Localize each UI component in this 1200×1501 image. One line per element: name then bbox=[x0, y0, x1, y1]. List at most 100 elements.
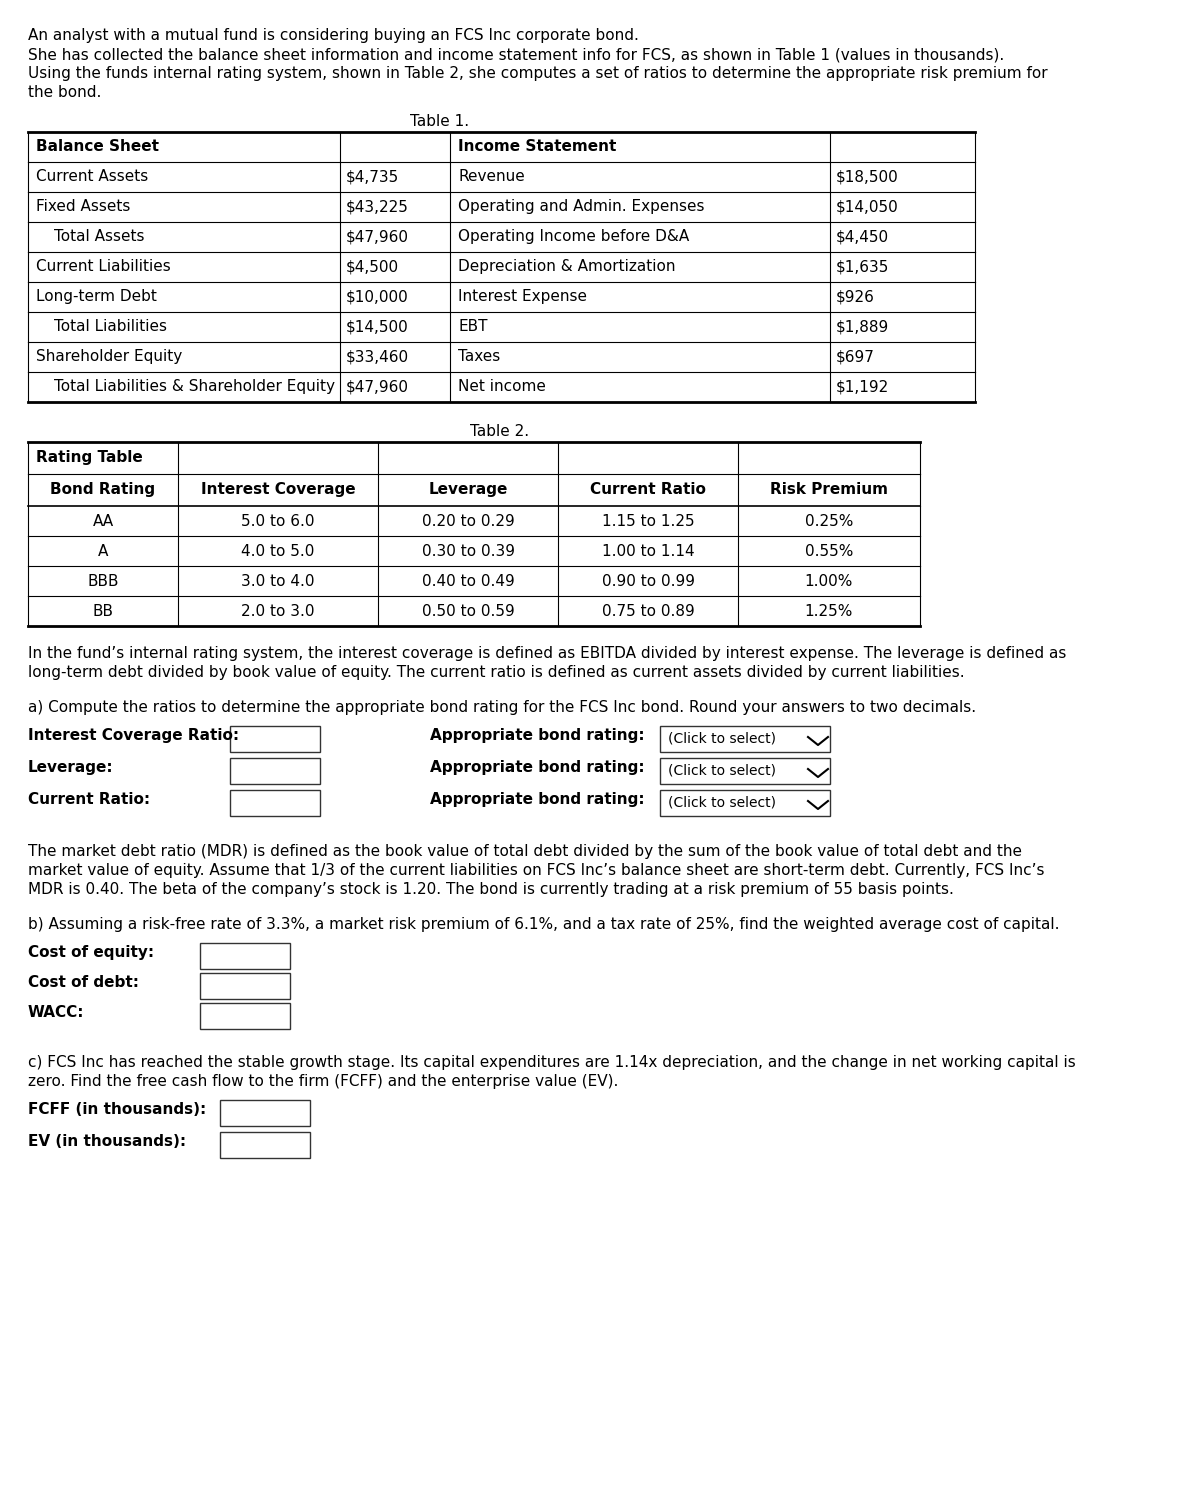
Text: $4,450: $4,450 bbox=[836, 230, 889, 245]
Text: Table 2.: Table 2. bbox=[470, 423, 529, 438]
Text: $14,500: $14,500 bbox=[346, 320, 409, 335]
Text: Operating and Admin. Expenses: Operating and Admin. Expenses bbox=[458, 200, 704, 215]
Text: Leverage:: Leverage: bbox=[28, 760, 114, 775]
Text: 0.30 to 0.39: 0.30 to 0.39 bbox=[421, 543, 515, 558]
Text: Current Liabilities: Current Liabilities bbox=[36, 260, 170, 275]
Text: Current Ratio:: Current Ratio: bbox=[28, 793, 150, 808]
Text: Shareholder Equity: Shareholder Equity bbox=[36, 350, 182, 365]
Text: A: A bbox=[98, 543, 108, 558]
Text: Total Liabilities: Total Liabilities bbox=[54, 320, 167, 335]
Text: $47,960: $47,960 bbox=[346, 230, 409, 245]
Text: In the fund’s internal rating system, the interest coverage is defined as EBITDA: In the fund’s internal rating system, th… bbox=[28, 645, 1067, 660]
Text: Cost of equity:: Cost of equity: bbox=[28, 946, 154, 961]
Bar bbox=[660, 790, 830, 817]
Text: 0.25%: 0.25% bbox=[805, 513, 853, 528]
Text: Revenue: Revenue bbox=[458, 170, 524, 185]
Bar bbox=[200, 973, 290, 1000]
Text: Depreciation & Amortization: Depreciation & Amortization bbox=[458, 260, 676, 275]
Text: Taxes: Taxes bbox=[458, 350, 500, 365]
Text: Total Liabilities & Shareholder Equity: Total Liabilities & Shareholder Equity bbox=[54, 378, 335, 393]
Text: long-term debt divided by book value of equity. The current ratio is defined as : long-term debt divided by book value of … bbox=[28, 665, 965, 680]
Text: (Click to select): (Click to select) bbox=[668, 731, 776, 744]
Text: the bond.: the bond. bbox=[28, 86, 101, 101]
Text: Using the funds internal rating system, shown in Table 2, she computes a set of : Using the funds internal rating system, … bbox=[28, 66, 1048, 81]
Text: Interest Coverage Ratio:: Interest Coverage Ratio: bbox=[28, 728, 239, 743]
Text: $47,960: $47,960 bbox=[346, 378, 409, 393]
Text: Risk Premium: Risk Premium bbox=[770, 482, 888, 497]
Text: market value of equity. Assume that 1/3 of the current liabilities on FCS Inc’s : market value of equity. Assume that 1/3 … bbox=[28, 863, 1044, 878]
Text: WACC:: WACC: bbox=[28, 1006, 84, 1021]
Text: She has collected the balance sheet information and income statement info for FC: She has collected the balance sheet info… bbox=[28, 47, 1004, 62]
Text: 2.0 to 3.0: 2.0 to 3.0 bbox=[241, 603, 314, 618]
Text: c) FCS Inc has reached the stable growth stage. Its capital expenditures are 1.1: c) FCS Inc has reached the stable growth… bbox=[28, 1055, 1075, 1070]
Text: $1,635: $1,635 bbox=[836, 260, 889, 275]
Text: EBT: EBT bbox=[458, 320, 487, 335]
Bar bbox=[200, 943, 290, 970]
Text: $1,889: $1,889 bbox=[836, 320, 889, 335]
Text: 1.00 to 1.14: 1.00 to 1.14 bbox=[601, 543, 695, 558]
Bar bbox=[230, 790, 320, 817]
Text: BBB: BBB bbox=[88, 573, 119, 588]
Text: a) Compute the ratios to determine the appropriate bond rating for the FCS Inc b: a) Compute the ratios to determine the a… bbox=[28, 699, 976, 714]
Text: $33,460: $33,460 bbox=[346, 350, 409, 365]
Text: $926: $926 bbox=[836, 290, 875, 305]
Text: BB: BB bbox=[92, 603, 114, 618]
Text: 3.0 to 4.0: 3.0 to 4.0 bbox=[241, 573, 314, 588]
Text: 0.90 to 0.99: 0.90 to 0.99 bbox=[601, 573, 695, 588]
Text: 0.75 to 0.89: 0.75 to 0.89 bbox=[601, 603, 695, 618]
Text: 1.15 to 1.25: 1.15 to 1.25 bbox=[601, 513, 695, 528]
Text: Net income: Net income bbox=[458, 378, 546, 393]
Text: 0.50 to 0.59: 0.50 to 0.59 bbox=[421, 603, 515, 618]
Text: $43,225: $43,225 bbox=[346, 200, 409, 215]
Text: Rating Table: Rating Table bbox=[36, 450, 143, 465]
Text: An analyst with a mutual fund is considering buying an FCS Inc corporate bond.: An analyst with a mutual fund is conside… bbox=[28, 29, 638, 44]
Text: Leverage: Leverage bbox=[428, 482, 508, 497]
Text: 0.40 to 0.49: 0.40 to 0.49 bbox=[421, 573, 515, 588]
Text: 1.00%: 1.00% bbox=[805, 573, 853, 588]
Text: Interest Expense: Interest Expense bbox=[458, 290, 587, 305]
Text: 4.0 to 5.0: 4.0 to 5.0 bbox=[241, 543, 314, 558]
Text: Appropriate bond rating:: Appropriate bond rating: bbox=[430, 793, 644, 808]
Bar bbox=[230, 726, 320, 752]
Text: FCFF (in thousands):: FCFF (in thousands): bbox=[28, 1102, 206, 1117]
Text: The market debt ratio (MDR) is defined as the book value of total debt divided b: The market debt ratio (MDR) is defined a… bbox=[28, 844, 1022, 859]
Text: AA: AA bbox=[92, 513, 114, 528]
Text: Long-term Debt: Long-term Debt bbox=[36, 290, 157, 305]
Text: $18,500: $18,500 bbox=[836, 170, 899, 185]
Text: Current Ratio: Current Ratio bbox=[590, 482, 706, 497]
Bar bbox=[660, 758, 830, 784]
Text: Current Assets: Current Assets bbox=[36, 170, 149, 185]
Text: $10,000: $10,000 bbox=[346, 290, 409, 305]
Text: $697: $697 bbox=[836, 350, 875, 365]
Bar bbox=[220, 1132, 310, 1157]
Text: Cost of debt:: Cost of debt: bbox=[28, 976, 139, 991]
Text: Bond Rating: Bond Rating bbox=[50, 482, 156, 497]
Text: Appropriate bond rating:: Appropriate bond rating: bbox=[430, 760, 644, 775]
Text: 0.20 to 0.29: 0.20 to 0.29 bbox=[421, 513, 515, 528]
Text: Interest Coverage: Interest Coverage bbox=[200, 482, 355, 497]
Text: (Click to select): (Click to select) bbox=[668, 796, 776, 809]
Text: EV (in thousands):: EV (in thousands): bbox=[28, 1133, 186, 1148]
Text: 1.25%: 1.25% bbox=[805, 603, 853, 618]
Text: Appropriate bond rating:: Appropriate bond rating: bbox=[430, 728, 644, 743]
Text: zero. Find the free cash flow to the firm (FCFF) and the enterprise value (EV).: zero. Find the free cash flow to the fir… bbox=[28, 1075, 618, 1090]
Text: 5.0 to 6.0: 5.0 to 6.0 bbox=[241, 513, 314, 528]
Text: Income Statement: Income Statement bbox=[458, 140, 617, 155]
Text: Operating Income before D&A: Operating Income before D&A bbox=[458, 230, 689, 245]
Text: b) Assuming a risk-free rate of 3.3%, a market risk premium of 6.1%, and a tax r: b) Assuming a risk-free rate of 3.3%, a … bbox=[28, 917, 1060, 932]
Text: 0.55%: 0.55% bbox=[805, 543, 853, 558]
Text: $1,192: $1,192 bbox=[836, 378, 889, 393]
Bar bbox=[230, 758, 320, 784]
Text: $4,500: $4,500 bbox=[346, 260, 400, 275]
Bar bbox=[200, 1003, 290, 1030]
Bar bbox=[220, 1100, 310, 1126]
Text: $4,735: $4,735 bbox=[346, 170, 400, 185]
Text: $14,050: $14,050 bbox=[836, 200, 899, 215]
Text: MDR is 0.40. The beta of the company’s stock is 1.20. The bond is currently trad: MDR is 0.40. The beta of the company’s s… bbox=[28, 883, 954, 898]
Bar bbox=[660, 726, 830, 752]
Text: Table 1.: Table 1. bbox=[410, 114, 469, 129]
Text: Total Assets: Total Assets bbox=[54, 230, 144, 245]
Text: Balance Sheet: Balance Sheet bbox=[36, 140, 158, 155]
Text: Fixed Assets: Fixed Assets bbox=[36, 200, 131, 215]
Text: (Click to select): (Click to select) bbox=[668, 763, 776, 778]
